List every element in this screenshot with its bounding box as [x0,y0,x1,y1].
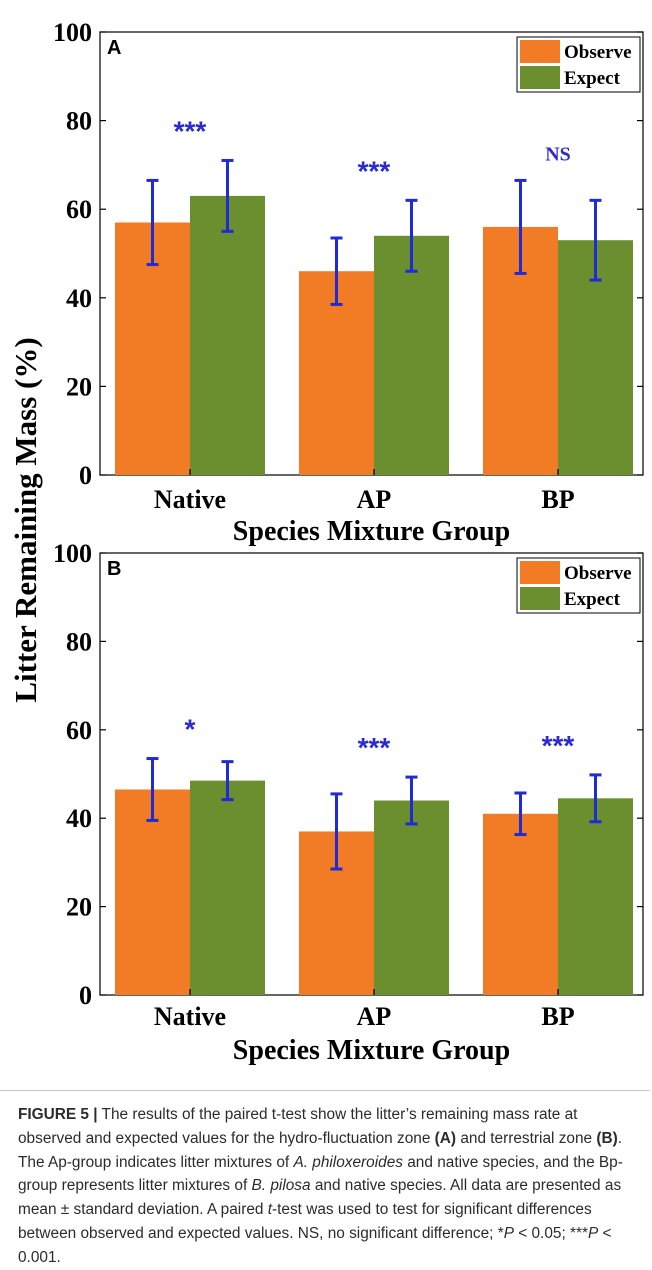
legend-label-expect: Expect [564,68,621,89]
significance-marker: * [185,714,196,745]
legend-swatch-expect [520,587,560,610]
panel-b: 0 20 40 60 80 100 B * Native *** AP *** BP Species Mi… [53,539,644,1066]
category-label: Native [154,1002,226,1031]
bar-expect-bp [558,798,633,995]
y-tick-label: 0 [79,981,92,1010]
y-tick-label: 40 [66,284,92,313]
significance-marker: *** [358,155,391,186]
legend-label-observe: Observe [564,563,632,584]
caption-label: FIGURE 5 | [18,1106,98,1123]
legend-label-expect: Expect [564,589,621,610]
bar-expect-native [190,780,265,995]
significance-marker: *** [174,115,207,146]
bar-observe-native [115,789,190,995]
caption-segment: -test was used to test for significant d… [18,1201,592,1242]
y-tick-label: 100 [53,539,92,568]
caption-segment: P [503,1224,514,1242]
panel-a: 0 20 40 60 80 100 A *** Native *** AP NS BP Species M… [53,18,644,547]
caption-segment: . The Ap-group indicates litter mixtures… [18,1129,622,1171]
category-label: BP [541,485,574,514]
y-tick-label: 60 [66,195,92,224]
caption-segment: < 0.001. [18,1224,612,1266]
figure: Litter Remaining Mass (%) 0 20 40 60 80 100 A *… [8,18,644,1066]
x-axis-label: Species Mixture Group [233,1035,510,1066]
caption-body: The results of the paired t-test show th… [18,1106,623,1266]
bar-expect-ap [374,235,449,475]
legend-label-observe: Observe [564,42,632,63]
category-label: AP [357,485,392,514]
caption-segment: P [587,1224,599,1242]
category-label: Native [154,485,226,514]
y-tick-label: 20 [66,372,92,401]
caption-segment: and terrestrial zone [456,1129,597,1147]
x-axis-label: Species Mixture Group [233,516,510,547]
caption-segment: (A) [434,1129,457,1147]
bar-observe-bp [483,813,558,995]
panel-label: B [107,558,121,580]
significance-marker: NS [545,143,571,165]
category-label: AP [357,1002,392,1031]
caption-segment: and native species. All data are present… [18,1177,622,1219]
caption-segment: (B) [596,1129,618,1147]
y-tick-label: 0 [79,461,92,490]
caption-segment: A. philoxeroides [293,1153,403,1171]
panel-label: A [107,37,121,59]
legend-swatch-expect [520,66,560,89]
y-tick-label: 100 [53,18,92,47]
bar-expect-native [190,195,265,475]
caption-text: FIGURE 5 | The results of the paired t-t… [18,1103,638,1270]
y-tick-label: 60 [66,716,92,745]
y-tick-label: 20 [66,893,92,922]
y-tick-label: 80 [66,107,92,136]
figure-caption: FIGURE 5 | The results of the paired t-t… [0,1090,650,1266]
significance-marker: *** [542,730,575,761]
bar-expect-ap [374,800,449,995]
caption-segment: < 0.05; *** [513,1224,588,1242]
shared-y-axis-label: Litter Remaining Mass (%) [8,337,43,702]
category-label: BP [541,1002,574,1031]
legend-swatch-observe [520,40,560,63]
caption-segment: and native species, and the Bp-group rep… [18,1153,623,1195]
y-tick-label: 80 [66,627,92,656]
y-tick-label: 40 [66,804,92,833]
legend-swatch-observe [520,561,560,584]
significance-marker: *** [358,732,391,763]
caption-segment: B. pilosa [251,1177,311,1195]
caption-segment: t [267,1201,273,1219]
caption-segment: The results of the paired t-test show th… [18,1106,578,1147]
